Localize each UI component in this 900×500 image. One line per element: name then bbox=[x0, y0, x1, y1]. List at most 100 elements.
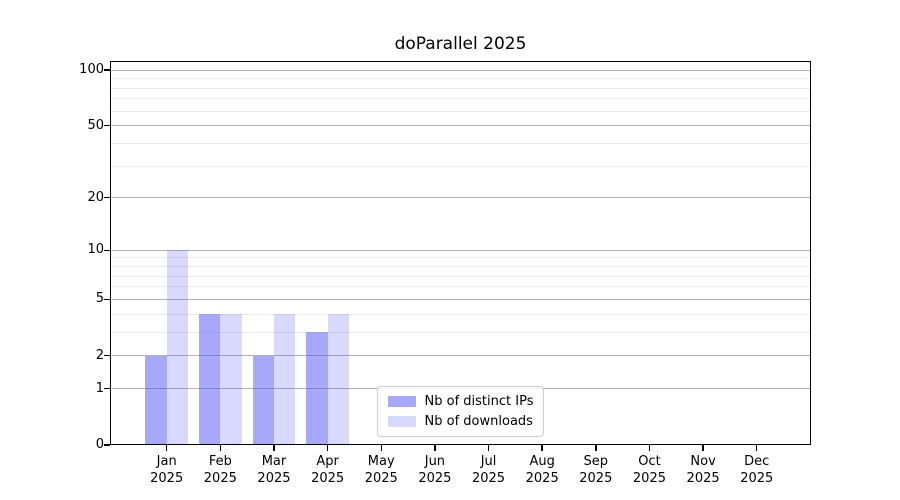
x-tick-label-mar: Mar 2025 bbox=[242, 453, 306, 487]
x-tick-mark-aug bbox=[541, 445, 543, 451]
gridline-minor-3 bbox=[110, 331, 811, 333]
x-tick-mark-dec bbox=[756, 445, 758, 451]
x-tick-year: 2025 bbox=[525, 471, 559, 486]
x-tick-mark-sep bbox=[595, 445, 597, 451]
gridline-major-10 bbox=[110, 249, 811, 251]
y-tick-label-20: 20 bbox=[87, 189, 104, 205]
gridline-major-20 bbox=[110, 197, 811, 199]
bar-distinct-ips-feb bbox=[198, 314, 221, 445]
legend-item-downloads: Nb of downloads bbox=[387, 414, 534, 429]
legend-item-distinct-ips: Nb of distinct IPs bbox=[387, 394, 534, 409]
legend: Nb of distinct IPs Nb of downloads bbox=[376, 386, 545, 437]
bar-downloads-apr bbox=[327, 314, 349, 445]
bar-distinct-ips-apr bbox=[306, 332, 328, 445]
x-tick-month: Jan bbox=[156, 454, 177, 469]
y-tick-label-1: 1 bbox=[95, 380, 104, 396]
plot-area: Nb of distinct IPs Nb of downloads bbox=[110, 61, 811, 445]
gridline-major-2 bbox=[110, 355, 811, 357]
x-tick-label-jun: Jun 2025 bbox=[403, 453, 467, 487]
y-tick-label-2: 2 bbox=[95, 347, 104, 363]
gridline-minor-6 bbox=[110, 286, 811, 288]
x-tick-year: 2025 bbox=[257, 471, 291, 486]
x-tick-year: 2025 bbox=[740, 471, 774, 486]
x-tick-label-sep: Sep 2025 bbox=[564, 453, 628, 487]
x-tick-label-oct: Oct 2025 bbox=[617, 453, 681, 487]
y-tick-label-50: 50 bbox=[87, 117, 104, 133]
x-tick-label-apr: Apr 2025 bbox=[296, 453, 360, 487]
y-tick-mark-2 bbox=[104, 355, 110, 357]
x-tick-month: Feb bbox=[208, 454, 232, 469]
x-tick-month: Aug bbox=[529, 454, 555, 469]
bar-distinct-ips-mar bbox=[252, 355, 274, 445]
gridline-major-100 bbox=[110, 69, 811, 71]
gridline-minor-70 bbox=[110, 98, 811, 100]
legend-label-distinct-ips: Nb of distinct IPs bbox=[424, 394, 534, 409]
x-tick-year: 2025 bbox=[686, 471, 720, 486]
y-tick-mark-50 bbox=[104, 124, 110, 127]
x-tick-label-nov: Nov 2025 bbox=[671, 453, 735, 487]
legend-swatch-distinct-ips bbox=[387, 396, 416, 407]
x-tick-label-feb: Feb 2025 bbox=[188, 453, 252, 487]
x-tick-month: Dec bbox=[744, 454, 770, 469]
gridline-minor-30 bbox=[110, 165, 811, 167]
x-tick-label-dec: Dec 2025 bbox=[725, 453, 789, 487]
gridline-major-50 bbox=[110, 125, 811, 127]
x-tick-month: May bbox=[367, 454, 395, 469]
x-tick-month: Jun bbox=[424, 454, 446, 469]
x-tick-label-jan: Jan 2025 bbox=[135, 453, 199, 487]
x-tick-label-may: May 2025 bbox=[349, 453, 413, 487]
gridline-minor-7 bbox=[110, 275, 811, 277]
y-tick-mark-0 bbox=[104, 444, 110, 446]
y-tick-mark-100 bbox=[104, 69, 110, 71]
x-tick-mark-feb bbox=[219, 445, 222, 451]
x-tick-year: 2025 bbox=[150, 471, 184, 486]
x-tick-year: 2025 bbox=[311, 471, 345, 486]
y-tick-mark-1 bbox=[104, 387, 110, 390]
x-tick-month: Sep bbox=[583, 454, 609, 469]
x-tick-month: Apr bbox=[316, 454, 339, 469]
x-tick-mark-jan bbox=[166, 445, 168, 451]
x-tick-month: Nov bbox=[690, 454, 716, 469]
y-tick-mark-10 bbox=[104, 249, 110, 251]
x-tick-label-jul: Jul 2025 bbox=[457, 453, 521, 487]
x-tick-year: 2025 bbox=[579, 471, 613, 486]
y-tick-label-10: 10 bbox=[87, 242, 104, 258]
gridline-minor-9 bbox=[110, 257, 811, 259]
gridline-minor-90 bbox=[110, 78, 811, 80]
y-tick-label-100: 100 bbox=[79, 62, 104, 78]
x-tick-label-aug: Aug 2025 bbox=[510, 453, 574, 487]
x-tick-year: 2025 bbox=[364, 471, 398, 486]
gridline-minor-40 bbox=[110, 142, 811, 144]
x-tick-month: Mar bbox=[261, 454, 287, 469]
x-tick-month: Oct bbox=[638, 454, 661, 469]
gridline-major-5 bbox=[110, 298, 811, 300]
x-tick-mark-oct bbox=[648, 445, 651, 451]
y-tick-mark-20 bbox=[104, 196, 110, 199]
legend-label-downloads: Nb of downloads bbox=[424, 414, 533, 429]
y-tick-label-5: 5 bbox=[95, 291, 104, 307]
x-tick-mark-jul bbox=[487, 445, 490, 451]
chart-title: doParallel 2025 bbox=[394, 34, 527, 54]
legend-swatch-downloads bbox=[387, 416, 416, 427]
x-tick-year: 2025 bbox=[632, 471, 666, 486]
x-tick-month: Jul bbox=[480, 454, 497, 469]
x-tick-year: 2025 bbox=[471, 471, 506, 486]
x-tick-year: 2025 bbox=[418, 471, 452, 486]
x-tick-year: 2025 bbox=[203, 471, 237, 486]
x-tick-mark-may bbox=[380, 445, 382, 451]
bar-downloads-mar bbox=[273, 314, 296, 445]
x-tick-mark-apr bbox=[326, 445, 329, 451]
gridline-minor-8 bbox=[110, 266, 811, 268]
bar-downloads-jan bbox=[166, 250, 189, 445]
bar-distinct-ips-jan bbox=[145, 355, 167, 445]
y-tick-label-0: 0 bbox=[95, 437, 104, 452]
gridline-minor-80 bbox=[110, 87, 811, 89]
x-tick-mark-nov bbox=[702, 445, 704, 451]
x-tick-mark-mar bbox=[273, 445, 275, 451]
gridline-minor-60 bbox=[110, 110, 811, 112]
y-tick-mark-5 bbox=[104, 298, 110, 301]
x-tick-mark-jun bbox=[434, 445, 436, 451]
bar-downloads-feb bbox=[220, 314, 242, 445]
gridline-minor-4 bbox=[110, 313, 811, 315]
